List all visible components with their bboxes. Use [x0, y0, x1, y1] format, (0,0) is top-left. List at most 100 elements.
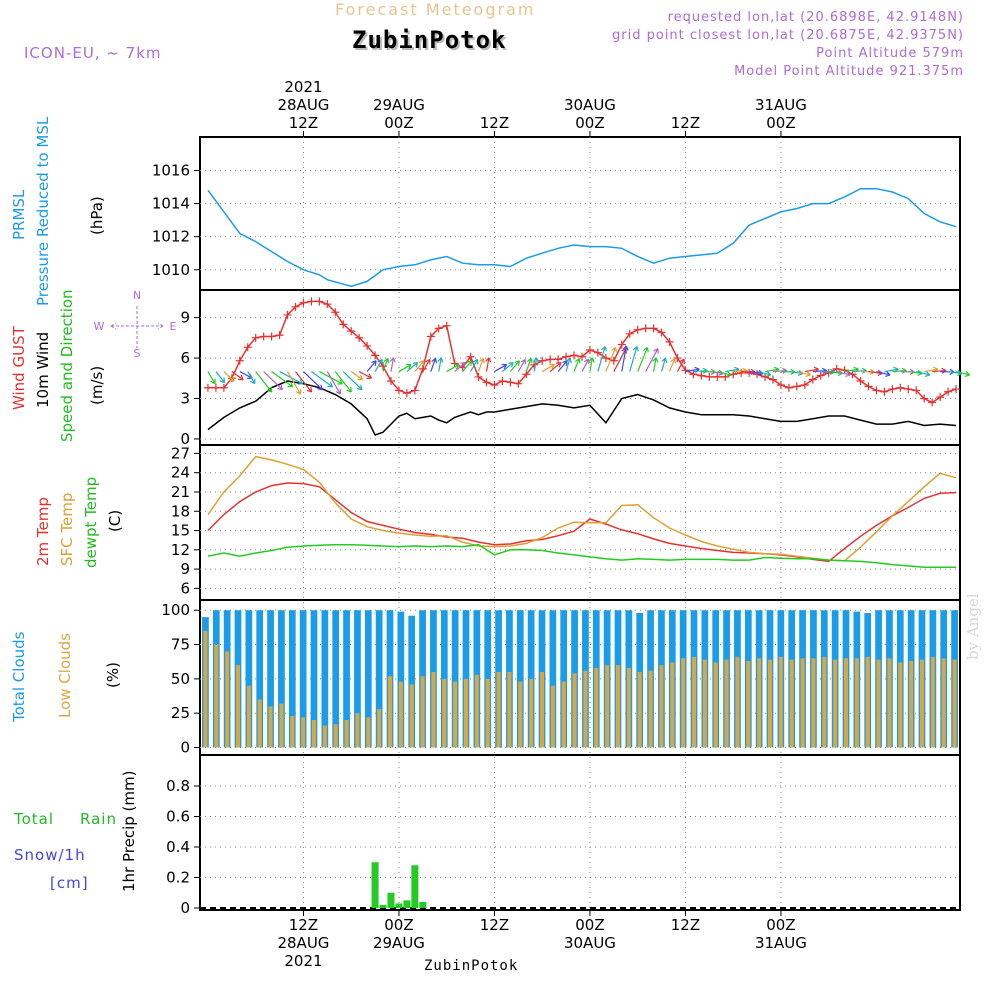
wind-direction-arrow — [350, 371, 363, 381]
wind-direction-arrow — [565, 357, 571, 372]
gust-marker — [530, 360, 539, 369]
time-label-bottom: 31AUG — [755, 934, 807, 952]
gust-marker — [856, 376, 865, 385]
gust-marker — [713, 372, 722, 381]
wind-direction-arrow — [533, 357, 538, 372]
low-cloud-bar — [637, 672, 642, 748]
gust-marker — [474, 372, 483, 381]
total-cloud-bar — [310, 610, 318, 748]
wind-direction-arrow — [693, 369, 708, 373]
wind-direction-arrow — [668, 358, 676, 372]
gust-marker — [275, 331, 284, 340]
low-cloud-bar — [539, 672, 545, 748]
time-label-top: 29AUG — [373, 96, 425, 114]
rain-bar — [403, 900, 411, 908]
low-cloud-bar — [626, 667, 631, 748]
gust-marker — [299, 298, 308, 307]
low-cloud-bar — [854, 658, 859, 748]
gust-marker — [609, 356, 618, 365]
compass-north: N — [133, 289, 141, 302]
low-cloud-bar — [279, 703, 284, 748]
wind-arrow-head — [805, 370, 811, 377]
total-cloud-bar — [451, 610, 459, 748]
clouds-y-tick-label: 0 — [180, 739, 190, 757]
wind-direction-arrow — [406, 362, 419, 373]
low-cloud-bar — [746, 661, 751, 748]
low-cloud-bar — [409, 684, 414, 748]
wind-direction-arrow — [581, 358, 590, 372]
wind-arrow-head — [377, 358, 383, 365]
gust-marker — [347, 327, 356, 336]
wind-arrow-head — [964, 370, 971, 377]
time-label-bottom: 12Z — [480, 916, 509, 934]
wind-direction-arrow — [597, 346, 606, 372]
low-cloud-bar — [333, 724, 338, 748]
gust-marker — [944, 387, 953, 396]
rain-bar — [379, 904, 387, 908]
wind-arrow-head — [508, 361, 514, 368]
wind-arrow-head — [924, 370, 931, 377]
clouds-y-tick-label: 75 — [171, 636, 190, 654]
total-cloud-bar — [321, 610, 329, 748]
wind-direction-arrow — [255, 371, 273, 393]
wind-direction-arrow — [884, 368, 899, 373]
time-label-bottom: 2021 — [284, 952, 322, 970]
clouds-y-tick-label: 50 — [171, 670, 190, 688]
wind-direction-arrow — [485, 357, 490, 372]
gust-marker — [641, 324, 650, 333]
total-cloud-bar — [288, 610, 296, 748]
total-cloud-bar — [332, 610, 340, 748]
total-cloud-bar — [364, 610, 372, 748]
wind-direction-arrow — [311, 371, 333, 388]
wind-direction-arrow — [271, 371, 294, 388]
time-label-top: 00Z — [766, 114, 795, 132]
wind-direction-arrow — [852, 369, 867, 373]
wind-direction-arrow — [549, 362, 562, 373]
total-cloud-bar — [256, 610, 264, 748]
low-cloud-bar — [930, 656, 935, 748]
pressure-y-tick-label: 1010 — [152, 261, 190, 279]
wind-direction-arrow — [509, 360, 520, 372]
wind-arrow-head — [588, 357, 595, 363]
gust-marker — [649, 324, 658, 333]
wind-arrow-head — [472, 358, 479, 365]
wind-y-tick-label: 9 — [180, 309, 190, 327]
gust-marker — [761, 372, 770, 381]
wind-direction-arrow — [947, 370, 963, 375]
gust-marker — [888, 385, 897, 394]
gust-marker — [673, 354, 682, 363]
time-label-bottom: 00Z — [575, 916, 604, 934]
requested-coordinates: requested lon,lat (20.6898E, 42.9148N) — [667, 10, 964, 25]
time-label-top: 12Z — [289, 114, 318, 132]
footer-station: ZubinPotok — [424, 958, 519, 974]
wind-arrow-head — [287, 381, 294, 388]
wind-arrow-head — [845, 370, 851, 377]
gust-marker — [251, 333, 260, 342]
low-cloud-bar — [572, 673, 577, 748]
precip-label-rain: Rain — [80, 810, 117, 828]
wind-direction-arrow — [454, 362, 466, 373]
gust-marker — [601, 354, 610, 363]
temp-y-tick-label: 12 — [171, 541, 190, 559]
wind-direction-arrow — [676, 358, 685, 372]
gust-marker — [880, 387, 889, 396]
gust-marker — [514, 379, 523, 388]
wind-arrow-head — [383, 357, 390, 364]
total-cloud-bar — [267, 610, 274, 748]
low-cloud-bar — [800, 658, 805, 748]
low-cloud-bar — [865, 656, 870, 748]
low-cloud-bar — [843, 658, 849, 748]
gust-marker — [745, 368, 754, 377]
low-cloud-bar — [702, 659, 707, 748]
wind-direction-arrow — [749, 370, 764, 375]
gust-marker — [768, 375, 777, 384]
low-cloud-bar — [355, 713, 360, 748]
wind-arrow-head — [670, 358, 677, 364]
temp-label-unit: (C) — [106, 509, 124, 532]
gust-marker — [800, 381, 809, 390]
gust-marker — [920, 394, 929, 403]
low-cloud-bar — [876, 659, 881, 748]
wind-arrow-head — [549, 363, 555, 370]
gust-marker — [506, 378, 515, 387]
wind-direction-arrow — [326, 371, 341, 395]
